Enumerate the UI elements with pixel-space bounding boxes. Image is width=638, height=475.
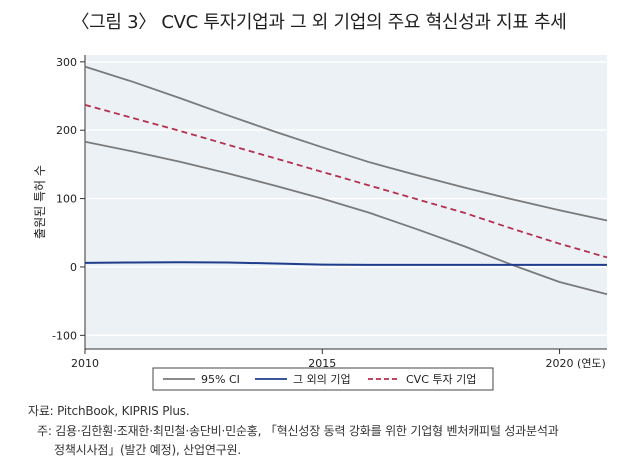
axes: -100 0 100 200 300 2010 2015 2020 (연도) 출원된 특허 수 (33, 55, 607, 370)
plot-background (85, 55, 607, 349)
x-tick-label: 2010 (71, 357, 99, 370)
series-line-cvc (84, 104, 608, 259)
note-text-line-1: 주: 김용·김한훤·조재한·최민철·송단비·민순홍, 「혁신성장 동력 강화를 … (37, 424, 559, 438)
y-tick-label: 0 (70, 261, 77, 274)
y-tick-label: 200 (56, 124, 77, 137)
legend: 95% CI 그 외의 기업 CVC 투자 기업 (152, 367, 494, 391)
legend-box (152, 367, 494, 391)
series-line-ci_lower (84, 140, 608, 296)
legend-label: CVC 투자 기업 (406, 373, 476, 386)
data-series (84, 65, 608, 296)
source-text: 자료: PitchBook, KIPRIS Plus. (28, 404, 190, 418)
series-line-ci_upper (84, 65, 608, 222)
series-line-other (84, 261, 607, 266)
y-tick-label: 300 (56, 56, 77, 69)
figure-title: 〈그림 3〉 CVC 투자기업과 그 외 기업의 주요 혁신성과 지표 추세 (71, 12, 567, 33)
y-axis-label: 출원된 특허 수 (33, 165, 47, 239)
y-tick-label: -100 (52, 329, 77, 342)
legend-label: 95% CI (201, 373, 240, 386)
legend-label: 그 외의 기업 (293, 373, 351, 386)
x-tick-label: 2020 (연도) (546, 357, 606, 370)
x-tick-label: 2015 (308, 357, 336, 370)
y-tick-label: 100 (56, 193, 77, 206)
note-text-line-2: 정책시사점」(발간 예정), 산업연구원. (54, 443, 241, 457)
